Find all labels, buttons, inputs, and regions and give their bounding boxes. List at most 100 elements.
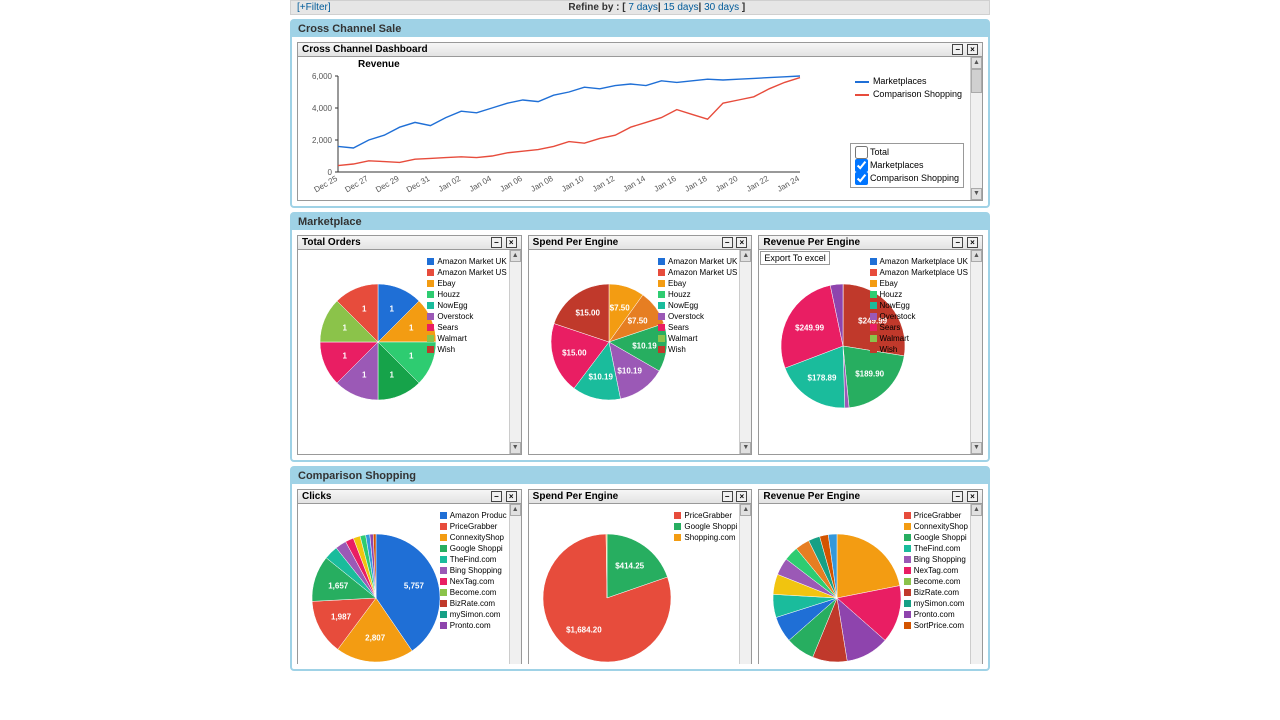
panel-title: Clicks xyxy=(302,491,331,502)
legend-item: Amazon Produc xyxy=(440,510,507,521)
panel: Spend Per Engine − × $414.25$1,684.20 Pr… xyxy=(528,489,753,664)
legend-item: Overstock xyxy=(427,311,506,322)
svg-text:Jan 16: Jan 16 xyxy=(652,174,678,194)
close-icon[interactable]: × xyxy=(736,491,747,502)
legend-item: Wish xyxy=(870,344,968,355)
panel: Spend Per Engine − × $7.50$7.50$10.19$10… xyxy=(528,235,753,455)
legend-item: Pronto.com xyxy=(440,620,507,631)
legend-item: BizRate.com xyxy=(904,587,968,598)
close-icon[interactable]: × xyxy=(967,44,978,55)
svg-text:Jan 24: Jan 24 xyxy=(776,174,802,194)
legend-item: PriceGrabber xyxy=(440,521,507,532)
legend-item: Google Shoppi xyxy=(440,543,507,554)
svg-text:Jan 06: Jan 06 xyxy=(498,174,524,194)
legend-item: SortPrice.com xyxy=(904,620,968,631)
pie-chart xyxy=(769,530,905,664)
legend-item: mySimon.com xyxy=(440,609,507,620)
panel: Revenue Per Engine − × Export To excel $… xyxy=(758,235,983,455)
legend-item: Become.com xyxy=(904,576,968,587)
legend-item: Amazon Marketplace US xyxy=(870,267,968,278)
section-header: Cross Channel Sale xyxy=(292,21,988,37)
svg-text:Jan 08: Jan 08 xyxy=(529,174,555,194)
minimize-icon[interactable]: − xyxy=(952,237,963,248)
legend-item: ConnexityShop xyxy=(440,532,507,543)
legend-item: Google Shoppi xyxy=(674,521,737,532)
scrollbar[interactable]: ▲▼ xyxy=(970,504,982,664)
series-check[interactable]: Comparison Shopping xyxy=(855,172,959,185)
pie-legend: Amazon Market UKAmazon Market USEbayHouz… xyxy=(427,256,506,355)
minimize-icon[interactable]: − xyxy=(722,491,733,502)
svg-text:Jan 04: Jan 04 xyxy=(468,174,494,194)
scrollbar[interactable]: ▲▼ xyxy=(739,250,751,454)
refine-7days[interactable]: 7 days xyxy=(628,2,657,13)
legend-item: Ebay xyxy=(427,278,506,289)
legend-item: Houzz xyxy=(658,289,737,300)
pie-chart: $7.50$7.50$10.19$10.19$10.19$15.00$15.00 xyxy=(547,280,671,404)
legend-item: Bing Shopping xyxy=(904,554,968,565)
minimize-icon[interactable]: − xyxy=(491,491,502,502)
export-button[interactable]: Export To excel xyxy=(760,251,829,265)
legend-item: NowEgg xyxy=(427,300,506,311)
legend-item: TheFind.com xyxy=(904,543,968,554)
minimize-icon[interactable]: − xyxy=(491,237,502,248)
minimize-icon[interactable]: − xyxy=(952,44,963,55)
refine-30days[interactable]: 30 days xyxy=(704,2,739,13)
legend-item: PriceGrabber xyxy=(904,510,968,521)
legend-item: Overstock xyxy=(658,311,737,322)
series-checkboxes: TotalMarketplacesComparison Shopping xyxy=(850,143,964,188)
close-icon[interactable]: × xyxy=(967,491,978,502)
close-icon[interactable]: × xyxy=(506,491,517,502)
svg-text:Jan 20: Jan 20 xyxy=(714,174,740,194)
svg-text:Dec 25: Dec 25 xyxy=(313,174,340,195)
series-check[interactable]: Marketplaces xyxy=(855,159,959,172)
legend-item: Houzz xyxy=(870,289,968,300)
legend-item: Amazon Market UK xyxy=(658,256,737,267)
scrollbar[interactable]: ▲▼ xyxy=(970,250,982,454)
close-icon[interactable]: × xyxy=(506,237,517,248)
pie-legend: Amazon ProducPriceGrabberConnexityShopGo… xyxy=(440,510,507,631)
pie-chart: $414.25$1,684.20 xyxy=(539,530,675,664)
svg-text:Jan 22: Jan 22 xyxy=(745,174,771,194)
revenue-line-chart: 02,0004,0006,000Dec 25Dec 27Dec 29Dec 31… xyxy=(298,70,808,198)
legend-item: Amazon Market US xyxy=(658,267,737,278)
scrollbar[interactable]: ▲▼ xyxy=(509,504,521,664)
filter-toggle[interactable]: [+Filter] xyxy=(297,2,331,13)
refine-15days[interactable]: 15 days xyxy=(663,2,698,13)
legend-item: Walmart xyxy=(658,333,737,344)
legend-item: Amazon Market UK xyxy=(427,256,506,267)
pie-chart: 5,7572,8071,9871,657 xyxy=(308,530,444,664)
pie-legend: Amazon Marketplace UKAmazon Marketplace … xyxy=(870,256,968,355)
chart-title: Revenue xyxy=(358,59,982,70)
minimize-icon[interactable]: − xyxy=(722,237,733,248)
legend-item: Overstock xyxy=(870,311,968,322)
panel: Clicks − × 5,7572,8071,9871,657 Amazon P… xyxy=(297,489,522,664)
legend-item: Sears xyxy=(870,322,968,333)
legend-item: Pronto.com xyxy=(904,609,968,620)
section-header: Marketplace xyxy=(292,214,988,230)
legend-item: mySimon.com xyxy=(904,598,968,609)
legend-item: Bing Shopping xyxy=(440,565,507,576)
series-check[interactable]: Total xyxy=(855,146,959,159)
panel-title: Spend Per Engine xyxy=(533,237,619,248)
legend-item: PriceGrabber xyxy=(674,510,737,521)
svg-text:Jan 18: Jan 18 xyxy=(683,174,709,194)
legend-item: Walmart xyxy=(427,333,506,344)
line-legend: MarketplacesComparison Shopping xyxy=(855,75,962,101)
legend-item: ConnexityShop xyxy=(904,521,968,532)
svg-text:Dec 31: Dec 31 xyxy=(405,174,432,195)
minimize-icon[interactable]: − xyxy=(952,491,963,502)
legend-item: Ebay xyxy=(658,278,737,289)
svg-text:Dec 29: Dec 29 xyxy=(374,174,401,195)
legend-item: Houzz xyxy=(427,289,506,300)
close-icon[interactable]: × xyxy=(967,237,978,248)
panel-cross-dashboard: Cross Channel Dashboard − × Revenue 02,0… xyxy=(297,42,983,201)
scrollbar[interactable]: ▲▼ xyxy=(739,504,751,664)
scrollbar[interactable]: ▲▼ xyxy=(509,250,521,454)
close-icon[interactable]: × xyxy=(736,237,747,248)
legend-item: Sears xyxy=(427,322,506,333)
section-comparison: Comparison Shopping Clicks − × 5,7572,80… xyxy=(290,466,990,671)
svg-text:Jan 10: Jan 10 xyxy=(560,174,586,194)
svg-text:Dec 27: Dec 27 xyxy=(343,174,370,195)
panel-title: Cross Channel Dashboard xyxy=(302,44,428,55)
scrollbar[interactable]: ▲▼ xyxy=(970,57,982,200)
